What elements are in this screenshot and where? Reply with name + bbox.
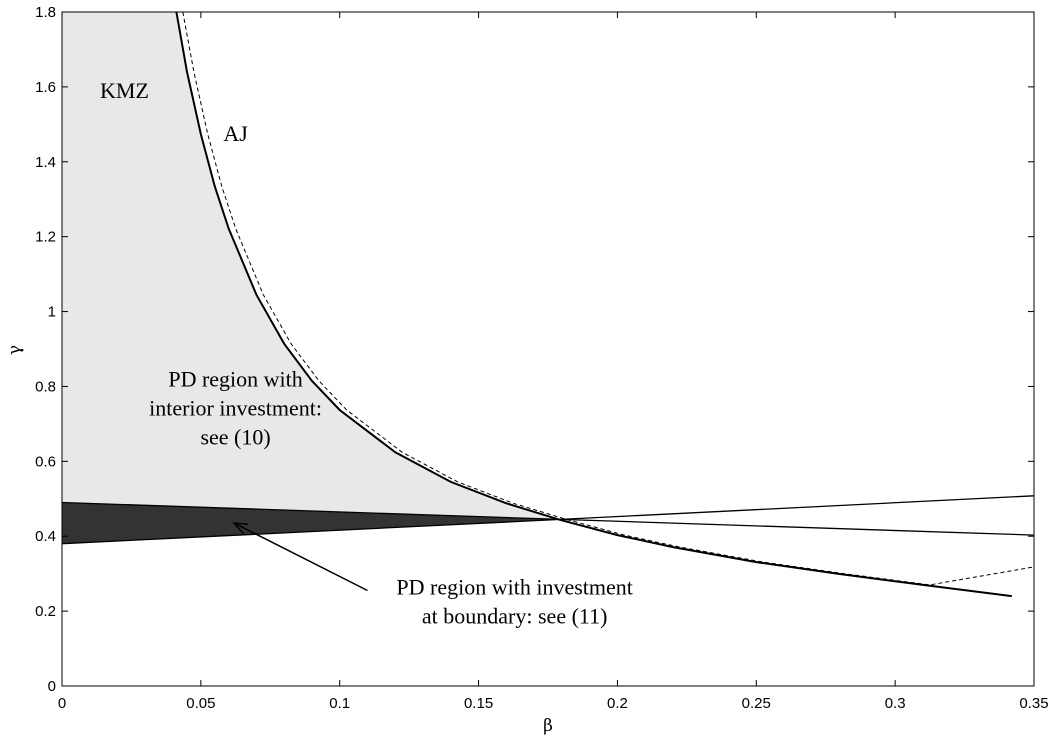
x-tick-label: 0.05 (186, 695, 215, 712)
y-tick-label: 0.8 (35, 378, 56, 395)
x-axis-label: β (543, 716, 553, 736)
y-tick-label: 1.2 (35, 229, 56, 246)
annotation-0: KMZ (100, 78, 149, 103)
annotation-line: PD region with investment (396, 574, 632, 599)
y-tick-label: 0.2 (35, 603, 56, 620)
annotations: KMZ AJ PD region with interior investment: s… (100, 78, 633, 628)
series-line-aj (182, 11, 1035, 586)
y-tick-label: 1 (48, 304, 56, 321)
series-lines (61, 11, 1035, 598)
y-tick-label: 1.4 (35, 154, 56, 171)
annotation-line: PD region with (168, 366, 302, 391)
x-tick-label: 0.2 (607, 695, 628, 712)
y-tick-label: 0 (48, 678, 56, 695)
shaded-regions (62, 12, 561, 544)
annotation-line: KMZ (100, 78, 149, 103)
annotation-arrows (232, 522, 368, 592)
y-tick-label: 0.4 (35, 528, 56, 545)
y-tick-label: 0.6 (35, 453, 56, 470)
annotation-line: interior investment: (149, 395, 322, 420)
y-axis-ticks: 0 0.2 0.4 0.6 0.8 1 1.2 1.4 1.6 1.8 (35, 4, 1034, 695)
region-1 (62, 502, 561, 544)
arrow-shaft (233, 522, 368, 592)
annotation-line: at boundary: see (11) (422, 603, 608, 628)
x-tick-label: 0.15 (464, 695, 493, 712)
y-tick-label: 1.8 (35, 4, 56, 21)
x-tick-label: 0.1 (329, 695, 350, 712)
plot-frame (61, 11, 1035, 687)
series-line-kmz (175, 11, 1012, 598)
x-axis-ticks: 0 0.05 0.1 0.15 0.2 0.25 0.3 0.35 (58, 12, 1049, 712)
y-axis-label: γ (5, 345, 25, 355)
annotation-line: AJ (223, 121, 248, 146)
annotation-2: PD region with interior investment: see (1… (149, 366, 322, 449)
x-tick-label: 0.3 (885, 695, 906, 712)
region-0 (62, 12, 561, 520)
x-tick-label: 0.35 (1019, 695, 1048, 712)
arrow-head (232, 522, 249, 535)
annotation-line: see (10) (200, 424, 270, 449)
x-tick-label: 0.25 (742, 695, 771, 712)
annotation-1: AJ (223, 121, 248, 146)
x-tick-label: 0 (58, 695, 66, 712)
annotation-3: PD region with investment at boundary: se… (396, 574, 632, 628)
series-line-boundary-3 (61, 501, 1035, 536)
y-tick-label: 1.6 (35, 79, 56, 96)
